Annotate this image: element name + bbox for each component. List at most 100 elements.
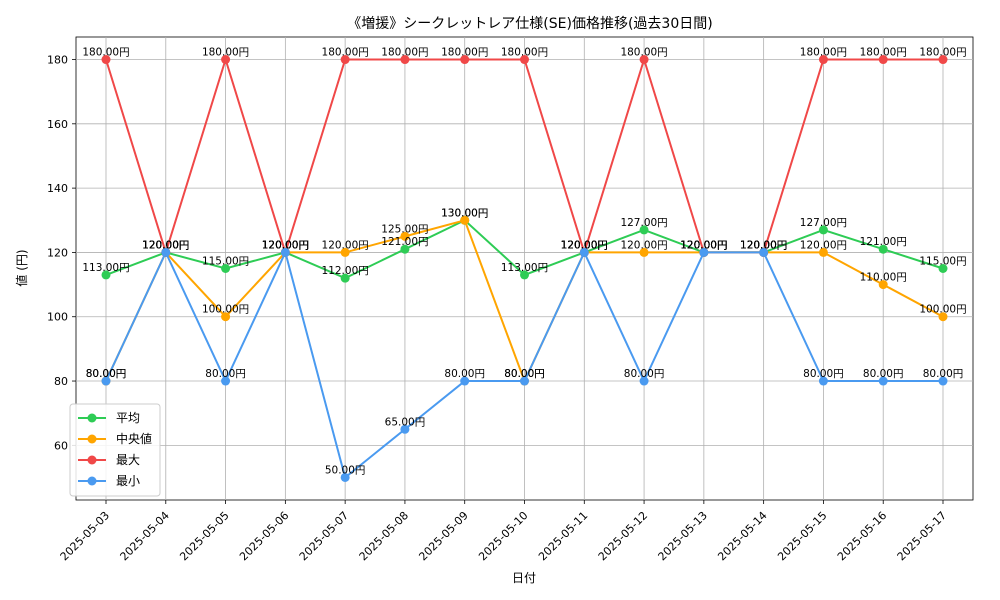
x-tick-label: 2025-05-15 [775, 509, 829, 563]
data-label: 120.00円 [620, 239, 667, 251]
data-point [280, 247, 290, 257]
data-point [520, 376, 529, 386]
data-point [699, 247, 709, 257]
data-label: 120.00円 [322, 239, 369, 251]
data-point [938, 264, 948, 273]
data-label: 120.00円 [740, 239, 787, 251]
y-tick-label: 160 [47, 118, 68, 131]
x-tick-label: 2025-05-11 [536, 509, 590, 563]
data-label: 180.00円 [860, 47, 907, 59]
legend-box [69, 403, 161, 497]
data-label: 50.00円 [325, 464, 366, 476]
data-label: 120.00円 [561, 239, 608, 251]
x-tick-label: 2025-05-04 [118, 509, 172, 563]
y-tick-label: 120 [47, 246, 68, 259]
data-label: 65.00円 [385, 416, 426, 428]
data-point [759, 247, 769, 257]
data-point [101, 376, 111, 386]
data-point [221, 312, 231, 322]
data-label: 115.00円 [202, 256, 249, 268]
data-point [340, 273, 350, 283]
data-label: 120.00円 [680, 239, 727, 251]
data-point [520, 55, 529, 65]
legend-marker [87, 413, 97, 423]
data-label: 120.00円 [740, 239, 787, 251]
x-tick-label: 2025-05-12 [596, 509, 650, 563]
data-point [818, 225, 828, 235]
data-label: 180.00円 [322, 47, 369, 59]
data-point [460, 55, 470, 65]
data-label: 120.00円 [561, 239, 608, 251]
data-label: 80.00円 [803, 368, 844, 380]
data-label: 180.00円 [501, 47, 548, 59]
x-tick-label: 2025-05-16 [835, 509, 889, 563]
x-tick-label: 2025-05-09 [416, 509, 470, 563]
data-label: 80.00円 [504, 368, 545, 380]
data-point [878, 376, 888, 386]
data-point [878, 55, 888, 65]
data-point [400, 55, 410, 65]
chart-title: 《増援》シークレットレア仕様(SE)価格推移(過去30日間) [347, 16, 712, 32]
x-tick-label: 2025-05-14 [715, 509, 769, 563]
data-label: 110.00円 [860, 272, 907, 284]
data-label: 180.00円 [441, 47, 488, 59]
data-label: 80.00円 [624, 368, 665, 380]
legend-label: 最小 [116, 474, 140, 488]
data-point [221, 376, 231, 386]
data-label: 80.00円 [863, 368, 904, 380]
data-label: 120.00円 [262, 239, 309, 251]
y-tick-label: 140 [47, 182, 68, 195]
x-tick-label: 2025-05-06 [237, 509, 291, 563]
legend-marker [87, 434, 97, 444]
data-point [101, 55, 111, 65]
x-tick-label: 2025-05-10 [476, 509, 530, 563]
y-tick-label: 100 [47, 311, 68, 324]
data-label: 180.00円 [82, 47, 129, 59]
data-label: 120.00円 [142, 239, 189, 251]
data-label: 120.00円 [262, 239, 309, 251]
data-label: 80.00円 [923, 368, 964, 380]
data-label: 121.00円 [860, 236, 907, 248]
data-label: 120.00円 [561, 239, 608, 251]
data-point [520, 270, 529, 280]
data-label: 120.00円 [680, 239, 727, 251]
data-label: 120.00円 [142, 239, 189, 251]
data-label: 120.00円 [142, 239, 189, 251]
data-label: 113.00円 [82, 262, 129, 274]
data-point [400, 424, 410, 434]
series-layer [101, 55, 948, 482]
x-tick-label: 2025-05-07 [297, 509, 351, 563]
data-label: 180.00円 [800, 47, 847, 59]
data-label: 120.00円 [142, 239, 189, 251]
data-point [938, 376, 948, 386]
data-point [878, 244, 888, 254]
data-label: 120.00円 [740, 239, 787, 251]
y-axis-label: 値 (円) [14, 249, 29, 286]
data-label: 120.00円 [561, 239, 608, 251]
data-point [161, 247, 171, 257]
legend-label: 平均 [116, 411, 140, 425]
data-label: 127.00円 [620, 217, 667, 229]
x-tick-label: 2025-05-05 [177, 509, 231, 563]
data-label: 120.00円 [680, 239, 727, 251]
data-point [221, 264, 231, 273]
data-label: 80.00円 [86, 368, 127, 380]
data-label: 130.00円 [441, 207, 488, 219]
data-point [460, 215, 470, 225]
x-tick-label: 2025-05-03 [58, 509, 112, 563]
x-axis-label: 日付 [512, 571, 536, 585]
y-tick-label: 80 [54, 375, 68, 388]
data-label: 100.00円 [202, 304, 249, 316]
data-point [818, 55, 828, 65]
data-label: 80.00円 [444, 368, 485, 380]
x-tick-label: 2025-05-17 [895, 509, 949, 563]
data-label: 180.00円 [381, 47, 428, 59]
data-point [639, 55, 649, 65]
data-label: 120.00円 [740, 239, 787, 251]
data-point [579, 247, 589, 257]
data-point [400, 231, 410, 241]
data-label: 120.00円 [262, 239, 309, 251]
data-point [878, 280, 888, 290]
